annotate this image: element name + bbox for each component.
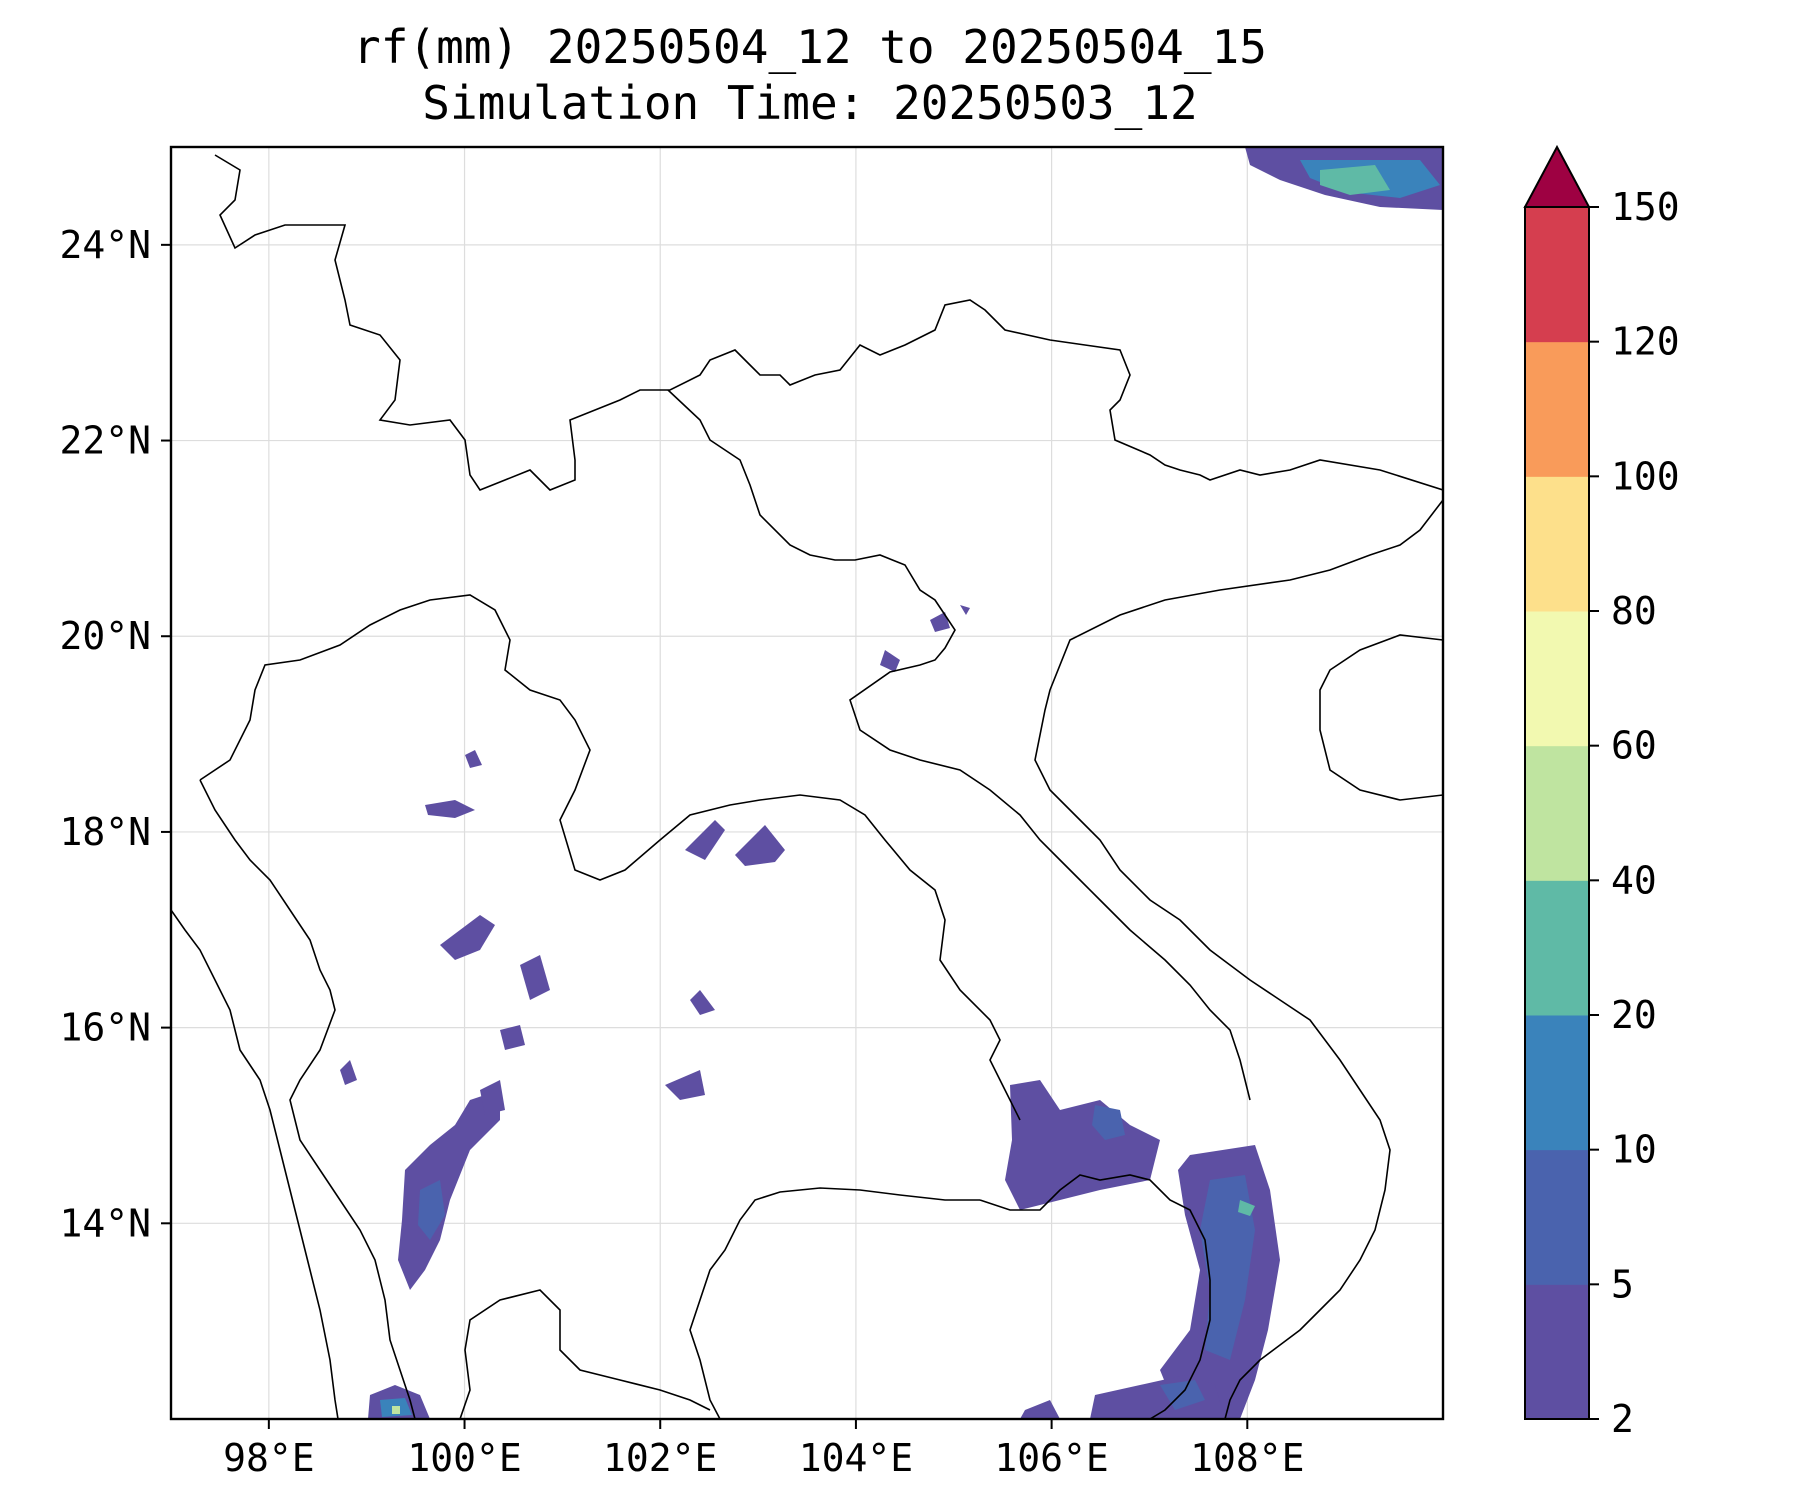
border-thai-laos bbox=[199, 594, 1021, 1121]
coast-andaman bbox=[171, 909, 339, 1419]
rain-cell bbox=[665, 1070, 705, 1100]
colorbar-segment bbox=[1525, 1284, 1589, 1420]
lat-tick-label: 24°N bbox=[59, 223, 151, 267]
colorbar-segment bbox=[1525, 207, 1589, 343]
rain-cell bbox=[735, 825, 785, 866]
colorbar-label: 2 bbox=[1611, 1397, 1634, 1441]
colorbar-label: 60 bbox=[1611, 724, 1657, 768]
colorbar-label: 40 bbox=[1611, 858, 1657, 902]
colorbar-frame bbox=[1524, 206, 1590, 1420]
lon-tick-label: 98°E bbox=[223, 1436, 315, 1480]
lon-tick-label: 100°E bbox=[407, 1436, 521, 1480]
lon-axis: 98°E 100°E 102°E 104°E 106°E 108°E bbox=[223, 1419, 1305, 1480]
lat-tick-label: 18°N bbox=[59, 810, 151, 854]
rain-area-sw-corner-3 bbox=[392, 1406, 400, 1414]
rain-area-south-3 bbox=[1020, 1400, 1060, 1419]
rain-area-se-2 bbox=[1200, 1175, 1255, 1360]
colorbar-label: 120 bbox=[1611, 320, 1680, 364]
border-cambodia bbox=[689, 1187, 980, 1419]
rain-cell bbox=[500, 1025, 525, 1050]
map-frame bbox=[169, 145, 1445, 1421]
colorbar-segment bbox=[1525, 341, 1589, 477]
colorbar: 2 5 10 20 40 60 80 100 120 150 bbox=[1523, 144, 1680, 1441]
colorbar-extend-arrow bbox=[1523, 144, 1591, 208]
coastlines-borders bbox=[171, 154, 1443, 1419]
coast-hainan bbox=[1319, 634, 1443, 801]
colorbar-label: 10 bbox=[1611, 1128, 1657, 1172]
colorbar-segment bbox=[1525, 1015, 1589, 1151]
rain-cell bbox=[440, 915, 495, 960]
border-thailand-myanmar bbox=[199, 779, 416, 1419]
colorbar-segment bbox=[1525, 745, 1589, 881]
rain-cell bbox=[425, 800, 475, 818]
lat-tick-label: 22°N bbox=[59, 419, 151, 463]
rain-area-ne-3 bbox=[1320, 165, 1390, 195]
lon-tick-label: 104°E bbox=[799, 1436, 913, 1480]
colorbar-label: 100 bbox=[1611, 454, 1680, 498]
coast-gulf-thailand bbox=[459, 1289, 711, 1419]
rain-cell bbox=[690, 990, 715, 1015]
border-myanmar-china bbox=[214, 154, 1443, 491]
rain-area-thai-2 bbox=[418, 1180, 445, 1240]
border-cambodia-vietnam bbox=[979, 1174, 1211, 1419]
lon-tick-label: 108°E bbox=[1190, 1436, 1304, 1480]
lon-tick-label: 102°E bbox=[603, 1436, 717, 1480]
rainfall-contours bbox=[340, 147, 1443, 1419]
rain-cell bbox=[465, 750, 482, 768]
rain-area-cam bbox=[1005, 1080, 1160, 1210]
colorbar-segment bbox=[1525, 476, 1589, 612]
colorbar-segment bbox=[1525, 611, 1589, 747]
rain-cell bbox=[480, 1080, 505, 1115]
lon-tick-label: 106°E bbox=[994, 1436, 1108, 1480]
colorbar-segment bbox=[1525, 1149, 1589, 1285]
rain-cell bbox=[960, 605, 970, 615]
gridlines bbox=[171, 147, 1443, 1419]
map-title: rf(mm) 20250504_12 to 20250504_15 bbox=[353, 20, 1267, 74]
map-subtitle: Simulation Time: 20250503_12 bbox=[422, 76, 1198, 130]
border-laos-vietnam-north bbox=[667, 389, 1251, 1101]
lat-tick-label: 20°N bbox=[59, 614, 151, 658]
rain-cell bbox=[880, 650, 900, 672]
rain-area-thai bbox=[398, 1090, 500, 1290]
rain-area-south-2 bbox=[1160, 1380, 1205, 1410]
rain-area-se-3 bbox=[1238, 1200, 1255, 1216]
rain-cell bbox=[930, 612, 950, 632]
lat-tick-label: 14°N bbox=[59, 1201, 151, 1245]
coast-vietnam bbox=[1034, 499, 1443, 1419]
colorbar-segment bbox=[1525, 880, 1589, 1016]
colorbar-label: 80 bbox=[1611, 589, 1657, 633]
rain-cell bbox=[520, 955, 550, 1000]
colorbar-label: 20 bbox=[1611, 993, 1657, 1037]
colorbar-label: 150 bbox=[1611, 185, 1680, 229]
lat-axis: 14°N 16°N 18°N 20°N 22°N 24°N bbox=[59, 223, 171, 1245]
lat-tick-label: 16°N bbox=[59, 1006, 151, 1050]
colorbar-label: 5 bbox=[1611, 1262, 1634, 1306]
rain-cell bbox=[685, 820, 725, 860]
rain-cell bbox=[340, 1060, 357, 1085]
rain-area-cam-2 bbox=[1092, 1105, 1125, 1140]
